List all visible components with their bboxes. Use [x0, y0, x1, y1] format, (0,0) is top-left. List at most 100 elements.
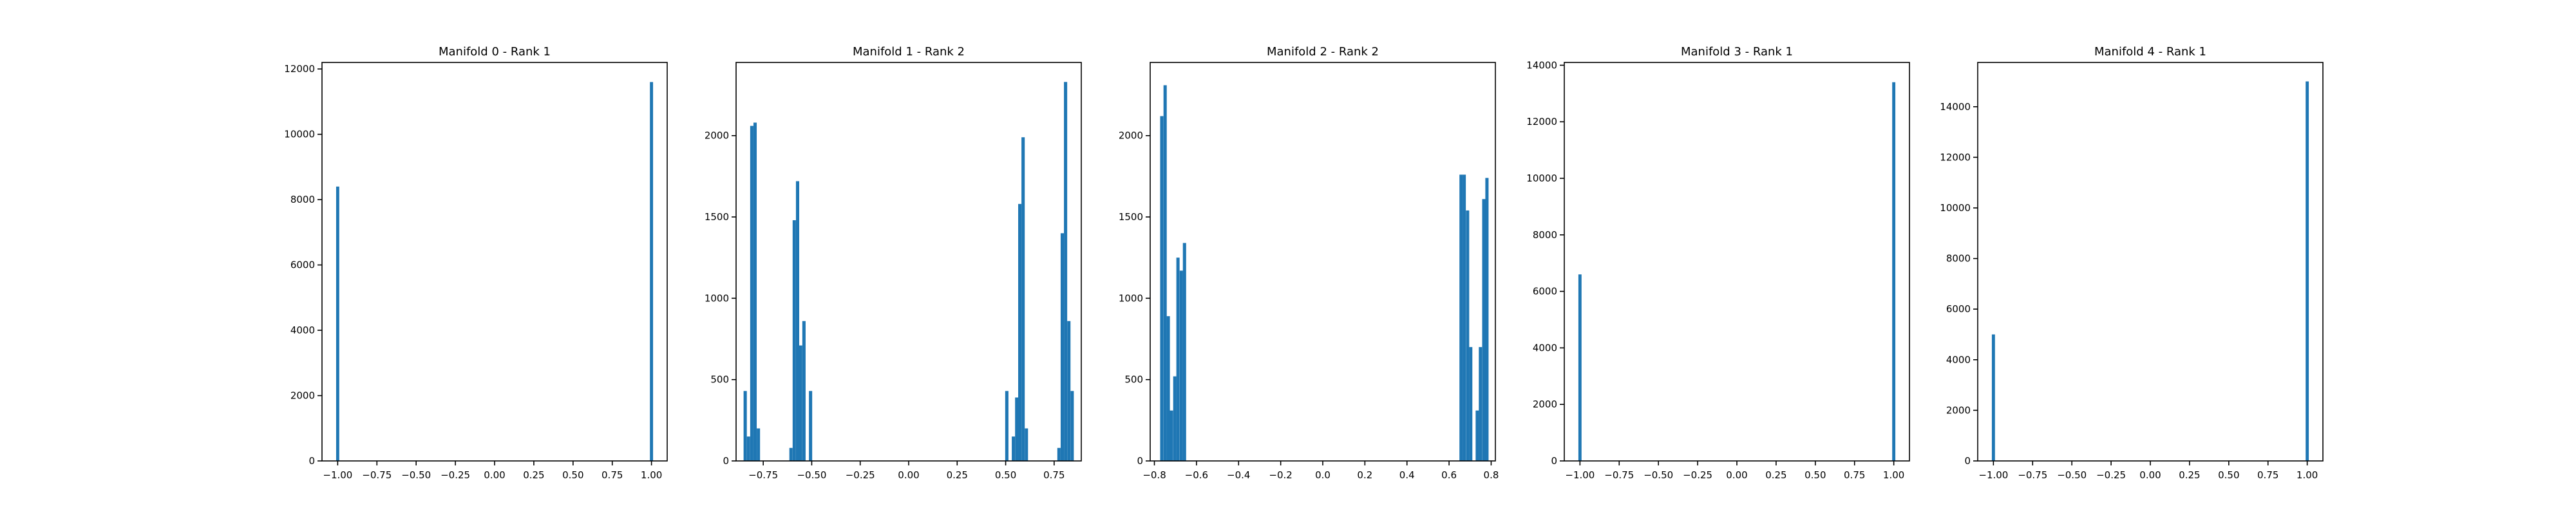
y-tick-label: 8000 [1533, 229, 1557, 241]
y-tick-label: 10000 [1526, 173, 1557, 184]
x-tick-label: 0.6 [1441, 469, 1457, 481]
y-tick-label: 2000 [1533, 398, 1557, 410]
histogram-bar [1021, 137, 1025, 461]
histogram-bar [1060, 233, 1065, 461]
y-tick-label: 0 [1964, 455, 1971, 467]
x-tick-label: 0.50 [2218, 469, 2239, 481]
x-tick-label: 0.4 [1399, 469, 1415, 481]
x-tick-label: 0.25 [947, 469, 968, 481]
y-tick-label: 6000 [1946, 303, 1971, 315]
y-tick-label: 6000 [1533, 286, 1557, 297]
x-tick-label: 0.00 [2139, 469, 2161, 481]
histogram-bar [789, 447, 793, 461]
y-tick-label: 2000 [290, 390, 315, 402]
y-tick-label: 1500 [1119, 211, 1143, 223]
histogram-bar [753, 122, 757, 462]
subplot-4: −1.00 −0.75 −0.50 −0.25 0.00 0.25 0.50 0.75 1.00… [1940, 45, 2324, 481]
histogram-bar [1578, 274, 1582, 461]
x-tick-label: −0.8 [1142, 469, 1166, 481]
y-tick-label: 0 [1137, 455, 1143, 467]
histogram-bar [799, 345, 802, 461]
y-tick-label: 0 [308, 455, 315, 467]
histogram-bar [1892, 82, 1896, 462]
y-tick-label: 4000 [1533, 342, 1557, 353]
histogram-bar [650, 82, 654, 461]
y-tick-label: 0 [723, 455, 729, 467]
x-tick-label: 1.00 [641, 469, 662, 481]
y-tick-label: 2000 [705, 130, 729, 142]
x-tick-label: 0.75 [2257, 469, 2278, 481]
x-tick-label: 0.00 [898, 469, 919, 481]
x-tick-label: 0.00 [484, 469, 505, 481]
y-tick-label: 4000 [290, 324, 315, 336]
x-tick-label: 1.00 [1883, 469, 1904, 481]
histogram-bar [802, 321, 806, 461]
x-tick-label: 0.75 [1844, 469, 1865, 481]
y-tick-label: 8000 [290, 194, 315, 205]
x-tick-label: 0.0 [1315, 469, 1331, 481]
x-tick-label: −0.25 [440, 469, 470, 481]
x-tick-label: 0.8 [1484, 469, 1499, 481]
x-tick-label: −0.25 [2096, 469, 2126, 481]
chart-title: Manifold 1 - Rank 2 [853, 45, 965, 59]
y-tick-label: 4000 [1946, 354, 1971, 366]
x-tick-label: −0.75 [2018, 469, 2047, 481]
histogram-bar [1991, 334, 1995, 461]
x-tick-label: −0.2 [1269, 469, 1292, 481]
x-tick-label: −0.50 [401, 469, 431, 481]
y-tick-label: 12000 [1526, 116, 1557, 127]
x-tick-label: 1.00 [2297, 469, 2318, 481]
histogram-bar [1459, 174, 1463, 461]
subplot-0: −1.00 −0.75 −0.50 −0.25 0.00 0.25 0.50 0.75 1.00… [284, 45, 668, 481]
x-tick-label: 0.50 [1804, 469, 1826, 481]
x-tick-label: 0.25 [1765, 469, 1786, 481]
histogram-bar [792, 220, 796, 461]
y-tick-label: 0 [1551, 455, 1557, 467]
histogram-bar [1163, 85, 1167, 461]
y-tick-label: 14000 [1526, 59, 1557, 71]
subplot-2: −0.8 −0.6 −0.4 −0.2 0.0 0.2 0.4 0.6 0.8 0 500 1000 1… [1119, 45, 1499, 481]
y-tick-label: 12000 [284, 63, 315, 75]
x-tick-label: 0.75 [1043, 469, 1065, 481]
histogram-bar [1166, 316, 1170, 461]
histogram-bar [1482, 199, 1486, 461]
y-tick-label: 500 [710, 374, 729, 386]
chart-title: Manifold 3 - Rank 1 [1681, 45, 1793, 59]
histogram-bar [1025, 428, 1028, 461]
histogram-bar [1070, 391, 1074, 461]
x-tick-label: −0.75 [362, 469, 392, 481]
y-tick-label: 14000 [1940, 101, 1971, 113]
histogram-bar [1469, 347, 1473, 461]
histogram-bar [1176, 258, 1180, 461]
y-tick-label: 1000 [1119, 292, 1143, 304]
y-tick-label: 12000 [1940, 151, 1971, 163]
histogram-bar [1475, 410, 1479, 461]
y-tick-label: 8000 [1946, 253, 1971, 265]
histogram-bar [1057, 447, 1061, 461]
y-tick-label: 6000 [290, 259, 315, 271]
histogram-bar [1170, 410, 1173, 461]
x-tick-label: −0.6 [1185, 469, 1208, 481]
subplot-1: −0.75 −0.50 −0.25 0.00 0.25 0.50 0.75 0 500 1000 1… [705, 45, 1082, 481]
x-tick-label: 0.50 [995, 469, 1016, 481]
histogram-bar [1012, 436, 1016, 461]
histogram-bar [1064, 82, 1068, 461]
x-tick-label: −1.00 [323, 469, 352, 481]
histogram-bar [757, 428, 761, 461]
x-tick-label: −0.75 [1604, 469, 1634, 481]
histogram-bar [1160, 116, 1164, 461]
histogram-bar [1179, 270, 1183, 461]
x-tick-label: 0.50 [562, 469, 583, 481]
histogram-bar [1173, 376, 1177, 461]
x-tick-label: −0.50 [2057, 469, 2087, 481]
x-tick-label: −1.00 [1565, 469, 1595, 481]
x-tick-label: 0.25 [523, 469, 544, 481]
chart-title: Manifold 2 - Rank 2 [1267, 45, 1379, 59]
x-tick-label: −0.75 [748, 469, 778, 481]
x-tick-label: 0.00 [1726, 469, 1747, 481]
x-tick-label: −0.50 [797, 469, 826, 481]
y-tick-label: 2000 [1946, 404, 1971, 416]
histogram-bar [1182, 243, 1186, 461]
